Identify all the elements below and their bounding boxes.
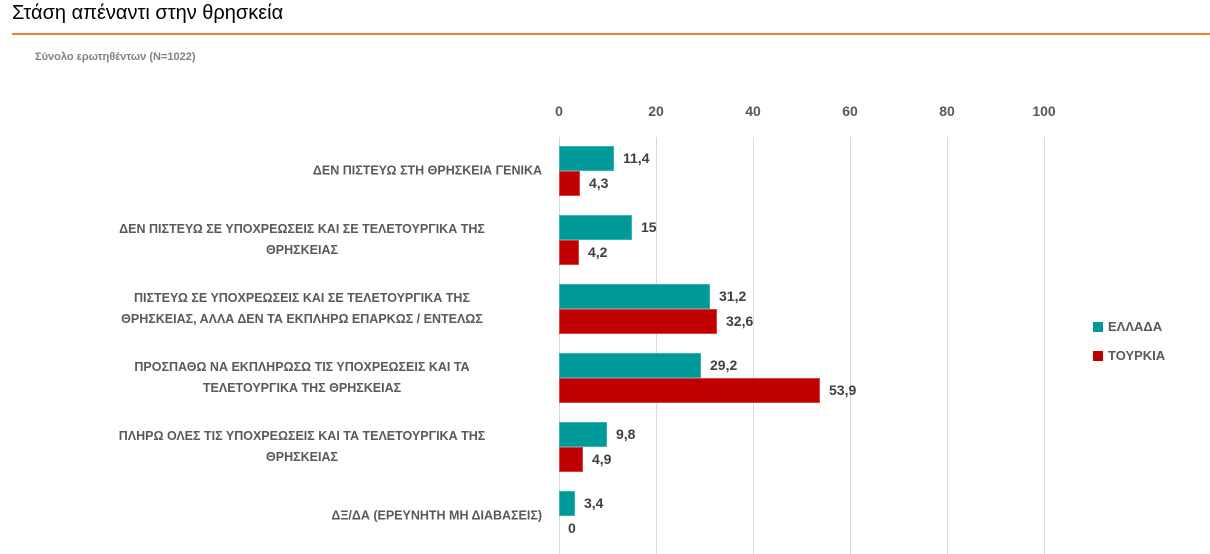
gridline <box>947 137 948 554</box>
category-label-line: ΘΡΗΣΚΕΙΑΣ <box>266 450 338 464</box>
category-label-line: ΘΡΗΣΚΕΙΑΣ <box>266 243 338 257</box>
legend-swatch <box>1093 321 1103 332</box>
legend-item: ΤΟΥΡΚΙΑ <box>1093 341 1165 370</box>
data-label: 15 <box>641 219 657 235</box>
data-label: 53,9 <box>829 382 857 398</box>
x-axis-tick-label: 60 <box>842 103 858 119</box>
bar-turkey <box>559 447 583 472</box>
data-label: 3,4 <box>584 495 604 511</box>
x-axis-tick-label: 80 <box>939 103 955 119</box>
chart-legend: ΕΛΛΑΔΑ ΤΟΥΡΚΙΑ <box>1093 312 1165 370</box>
category-label-line: ΠΛΗΡΩ ΟΛΕΣ ΤΙΣ ΥΠΟΧΡΕΩΣΕΙΣ ΚΑΙ ΤΑ ΤΕΛΕΤΟ… <box>118 429 486 443</box>
category-label: ΔΕΝ ΠΙΣΤΕΥΩ ΣΕ ΥΠΟΧΡΕΩΣΕΙΣ ΚΑΙ ΣΕ ΤΕΛΕΤΟ… <box>62 219 542 261</box>
category-label-line: ΘΡΗΣΚΕΙΑΣ, ΑΛΛΑ ΔΕΝ ΤΑ ΕΚΠΛΗΡΩ ΕΠΑΡΚΩΣ /… <box>121 312 483 326</box>
x-axis-tick-label: 100 <box>1032 103 1056 119</box>
x-axis-tick-label: 20 <box>648 103 664 119</box>
bar-turkey <box>559 171 580 196</box>
bar-greece <box>559 215 632 240</box>
data-label: 11,4 <box>623 150 650 166</box>
bar-turkey <box>559 378 820 403</box>
bar-greece <box>559 422 607 447</box>
data-label: 0 <box>568 520 576 536</box>
data-label: 4,9 <box>592 451 612 467</box>
data-label: 4,3 <box>589 175 609 191</box>
category-label: ΠΙΣΤΕΥΩ ΣΕ ΥΠΟΧΡΕΩΣΕΙΣ ΚΑΙ ΣΕ ΤΕΛΕΤΟΥΡΓΙ… <box>62 288 542 330</box>
bar-turkey <box>559 309 717 334</box>
category-label: ΔΞ/ΔΑ (ΕΡΕΥΝΗΤΗ ΜΗ ΔΙΑΒΑΣΕΙΣ) <box>62 506 542 527</box>
gridline <box>559 137 560 554</box>
chart-subtitle: Σύνολο ερωτηθέντων (N=1022) <box>35 51 196 63</box>
bar-greece <box>559 353 701 378</box>
bar-turkey <box>559 240 579 265</box>
category-label: ΠΛΗΡΩ ΟΛΕΣ ΤΙΣ ΥΠΟΧΡΕΩΣΕΙΣ ΚΑΙ ΤΑ ΤΕΛΕΤΟ… <box>62 426 542 468</box>
data-label: 31,2 <box>719 288 747 304</box>
data-label: 4,2 <box>588 244 608 260</box>
category-label: ΔΕΝ ΠΙΣΤΕΥΩ ΣΤΗ ΘΡΗΣΚΕΙΑ ΓΕΝΙΚΑ <box>62 161 542 182</box>
category-label: ΠΡΟΣΠΑΘΩ ΝΑ ΕΚΠΛΗΡΩΣΩ ΤΙΣ ΥΠΟΧΡΕΩΣΕΙΣ ΚΑ… <box>62 357 542 399</box>
bar-greece <box>559 146 614 171</box>
legend-label: ΕΛΛΑΔΑ <box>1108 319 1163 334</box>
bar-greece <box>559 491 575 516</box>
gridline <box>656 137 657 554</box>
gridline <box>850 137 851 554</box>
data-label: 9,8 <box>616 426 636 442</box>
category-label-line: ΔΞ/ΔΑ (ΕΡΕΥΝΗΤΗ ΜΗ ΔΙΑΒΑΣΕΙΣ) <box>331 508 542 523</box>
title-divider <box>12 33 1210 35</box>
x-axis-tick-label: 0 <box>555 103 563 119</box>
bar-greece <box>559 284 710 309</box>
category-label-line: ΠΡΟΣΠΑΘΩ ΝΑ ΕΚΠΛΗΡΩΣΩ ΤΙΣ ΥΠΟΧΡΕΩΣΕΙΣ ΚΑ… <box>134 360 470 374</box>
gridline <box>1044 137 1045 554</box>
x-axis-tick-label: 40 <box>745 103 761 119</box>
data-label: 32,6 <box>726 313 754 329</box>
legend-label: ΤΟΥΡΚΙΑ <box>1108 348 1166 363</box>
category-label-line: ΔΕΝ ΠΙΣΤΕΥΩ ΣΤΗ ΘΡΗΣΚΕΙΑ ΓΕΝΙΚΑ <box>312 163 542 178</box>
gridline <box>753 137 754 554</box>
data-label: 29,2 <box>710 357 738 373</box>
page-title: Στάση απέναντι στην θρησκεία <box>12 2 284 24</box>
legend-swatch <box>1093 350 1103 361</box>
category-label-line: ΔΕΝ ΠΙΣΤΕΥΩ ΣΕ ΥΠΟΧΡΕΩΣΕΙΣ ΚΑΙ ΣΕ ΤΕΛΕΤΟ… <box>119 222 485 236</box>
category-label-line: ΤΕΛΕΤΟΥΡΓΙΚΑ ΤΗΣ ΘΡΗΣΚΕΙΑΣ <box>202 381 402 395</box>
category-label-line: ΠΙΣΤΕΥΩ ΣΕ ΥΠΟΧΡΕΩΣΕΙΣ ΚΑΙ ΣΕ ΤΕΛΕΤΟΥΡΓΙ… <box>134 291 470 305</box>
legend-item: ΕΛΛΑΔΑ <box>1093 312 1165 341</box>
